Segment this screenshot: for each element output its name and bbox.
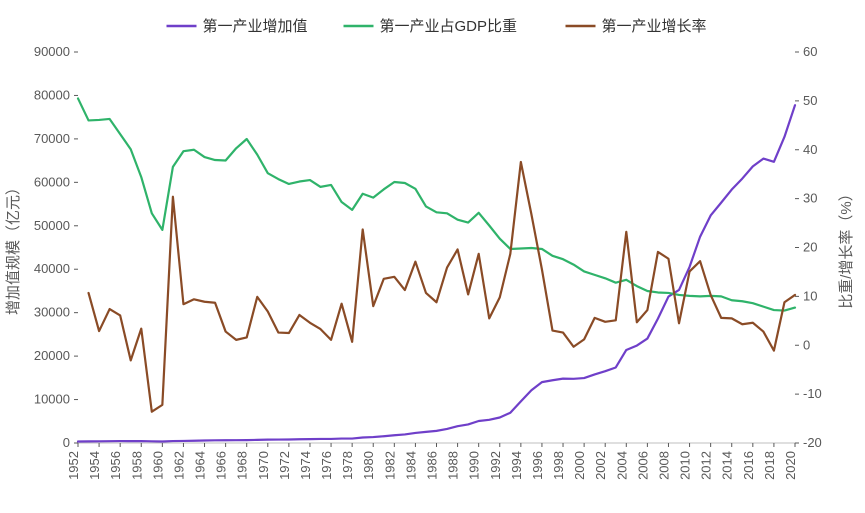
x-axis-tick-label: 1960 <box>150 451 165 480</box>
left-axis-tick-label: 90000 <box>34 44 70 59</box>
left-axis-tick-label: 80000 <box>34 87 70 102</box>
legend-label-0: 第一产业增加值 <box>203 17 308 35</box>
right-axis-tick-label: 40 <box>803 142 817 157</box>
right-axis-tick-label: 60 <box>803 44 817 59</box>
x-axis-tick-label: 1992 <box>488 451 503 480</box>
x-axis-tick-label: 1952 <box>66 451 81 480</box>
right-axis-tick-label: 20 <box>803 240 817 255</box>
right-axis-tick-label: -20 <box>803 435 822 450</box>
x-axis-tick-label: 1994 <box>509 451 524 480</box>
x-axis-tick-label: 1982 <box>382 451 397 480</box>
x-axis-tick-label: 1970 <box>256 451 271 480</box>
right-axis-tick-label: 0 <box>803 337 810 352</box>
x-axis-tick-label: 1988 <box>446 451 461 480</box>
x-axis-tick-label: 1978 <box>340 451 355 480</box>
left-axis-tick-label: 30000 <box>34 305 70 320</box>
x-axis-tick-label: 1990 <box>467 451 482 480</box>
x-axis-tick-label: 1966 <box>214 451 229 480</box>
x-axis-tick-label: 1976 <box>319 451 334 480</box>
x-axis-tick-label: 2012 <box>699 451 714 480</box>
right-axis-tick-label: -10 <box>803 386 822 401</box>
right-axis-tick-label: 50 <box>803 93 817 108</box>
left-axis-tick-label: 40000 <box>34 261 70 276</box>
left-axis-tick-label: 60000 <box>34 174 70 189</box>
x-axis-tick-label: 2010 <box>678 451 693 480</box>
x-axis-tick-label: 1986 <box>425 451 440 480</box>
x-axis-tick-label: 1958 <box>129 451 144 480</box>
legend: 第一产业增加值 第一产业占GDP比重 第一产业增长率 <box>167 17 707 35</box>
x-axis-tick-label: 2020 <box>783 451 798 480</box>
x-axis-tick-label: 2006 <box>635 451 650 480</box>
x-axis-tick-label: 1968 <box>235 451 250 480</box>
left-axis-tick-label: 70000 <box>34 131 70 146</box>
legend-label-2: 第一产业增长率 <box>602 17 707 35</box>
right-axis-title: 比重/增长率（%） <box>838 186 855 309</box>
x-axis-tick-label: 2014 <box>720 451 735 480</box>
left-axis-tick-label: 20000 <box>34 348 70 363</box>
left-axis-tick-label: 10000 <box>34 392 70 407</box>
right-axis-tick-label: 10 <box>803 288 817 303</box>
left-axis-tick-label: 0 <box>63 435 70 450</box>
line-chart: 0100002000030000400005000060000700008000… <box>0 0 865 513</box>
x-axis-tick-label: 2016 <box>741 451 756 480</box>
x-axis-tick-label: 1984 <box>403 451 418 480</box>
x-axis-tick-label: 1974 <box>298 451 313 480</box>
chart-container: 0100002000030000400005000060000700008000… <box>0 0 865 513</box>
x-axis-tick-label: 2004 <box>614 451 629 480</box>
x-axis-tick-label: 1962 <box>171 451 186 480</box>
x-axis-tick-label: 2008 <box>656 451 671 480</box>
right-axis-tick-label: 30 <box>803 191 817 206</box>
x-axis-tick-label: 1972 <box>277 451 292 480</box>
left-axis-tick-label: 50000 <box>34 218 70 233</box>
x-axis-tick-label: 1964 <box>193 451 208 480</box>
x-axis-tick-label: 1998 <box>551 451 566 480</box>
x-axis-tick-label: 1996 <box>530 451 545 480</box>
series-line-0 <box>78 105 795 441</box>
x-axis-tick-label: 2018 <box>762 451 777 480</box>
x-axis-tick-label: 1980 <box>361 451 376 480</box>
x-axis-tick-label: 2000 <box>572 451 587 480</box>
series-line-2 <box>89 162 795 412</box>
x-axis-tick-label: 1956 <box>108 451 123 480</box>
legend-label-1: 第一产业占GDP比重 <box>380 17 518 35</box>
left-axis-title: 增加值规模（亿元） <box>5 180 22 315</box>
x-axis-tick-label: 1954 <box>87 451 102 480</box>
x-axis-tick-label: 2002 <box>593 451 608 480</box>
